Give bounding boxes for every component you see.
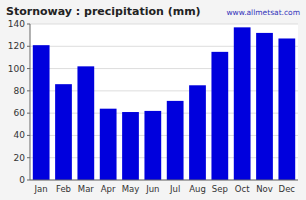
bar (77, 66, 94, 180)
annotation: www.allmetsat.com (226, 8, 300, 17)
x-tick-label: Mar (78, 184, 95, 194)
x-tick-label: Jun (145, 184, 159, 194)
chart-svg: 0 20 40 60 80 100 120 140 Jan Feb Mar Apr May Jun Jul A… (0, 0, 306, 200)
x-tick-label: Dec (279, 184, 296, 194)
y-tick-label: 40 (14, 130, 26, 140)
x-tick-label: Oct (235, 184, 250, 194)
plot-background (30, 24, 298, 180)
x-tick-label: Jan (34, 184, 48, 194)
bar (33, 45, 50, 180)
title: Stornoway : precipitation (mm) (6, 5, 201, 18)
bar (144, 111, 161, 180)
x-axis (30, 180, 298, 181)
chart-container: 0 20 40 60 80 100 120 140 Jan Feb Mar Apr May Jun Jul A… (0, 0, 306, 200)
y-tick-label: 0 (19, 175, 25, 185)
grid-line (30, 24, 298, 25)
y-tick-label: 140 (8, 19, 25, 29)
bar (189, 85, 206, 180)
grid-line (30, 180, 298, 181)
y-axis (30, 24, 31, 180)
bar (55, 84, 72, 180)
x-tick-label: May (122, 184, 140, 194)
bar (234, 27, 251, 180)
x-tick-label: Aug (189, 184, 206, 194)
bar (278, 38, 295, 180)
y-tick-label: 100 (8, 64, 25, 74)
y-tick-label: 120 (8, 41, 25, 51)
x-tick-label: Sep (212, 184, 228, 194)
bar (211, 52, 228, 180)
x-tick-label: Apr (101, 184, 116, 194)
y-tick-label: 60 (14, 108, 26, 118)
x-tick-label: Feb (56, 184, 71, 194)
bar (167, 101, 184, 180)
bars (33, 27, 295, 180)
bar (256, 33, 273, 180)
y-tick-label: 20 (14, 153, 26, 163)
bar (122, 112, 139, 180)
bar (100, 109, 117, 180)
x-tick-label: Jul (169, 184, 180, 194)
y-tick-label: 80 (14, 86, 26, 96)
x-tick-label: Nov (256, 184, 273, 194)
